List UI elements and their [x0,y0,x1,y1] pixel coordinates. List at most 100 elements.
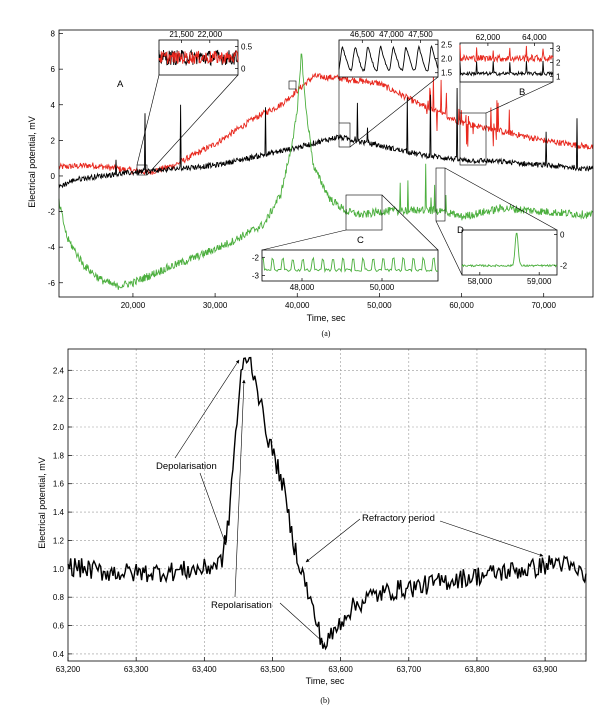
annotation-repolarisation: Repolarisation [211,600,272,611]
inset-c: 48,000 50,000 -3 -2 [252,249,439,292]
panel-b-xtick-label: 63,300 [124,665,149,674]
inset-trace [338,44,439,73]
inset-ytick-label: -3 [252,272,260,281]
panel-b-xtick-label: 63,400 [192,665,217,674]
panel-a-series-line [58,72,594,176]
marker-c: C [357,235,364,246]
zoom-box-top [338,122,351,148]
guide-line [349,76,439,148]
panel-a-ytick-label: 4 [51,101,56,110]
panel-b-series-line [67,356,587,651]
panel-a-caption: (a) [322,329,331,338]
panel-a-ytick-label: 0 [51,172,56,181]
guide-line [381,194,439,251]
inset-ytick-label: 2 [556,59,561,68]
inset-ytick-label: 0 [560,231,565,240]
panel-b-ytick-label: 1.8 [53,451,65,460]
panel-b-xtick-label: 63,700 [397,665,422,674]
panel-a-series-line [58,53,594,290]
inset-ytick-label: 0 [241,64,246,73]
panel-a-ylabel: Electrical potential, mV [27,116,37,208]
zoom-box-mid [288,80,297,90]
zoom-box-a [136,164,148,176]
panel-a-series [58,53,594,290]
panel-a-xtick-label: 50,000 [367,301,392,310]
guide-line [444,167,558,231]
zoom-guides [136,74,558,276]
panel-b-ytick-label: 1.2 [53,536,65,545]
panel-a-ytick-label: 2 [51,136,56,145]
inset-frame [461,229,558,276]
panel-b-ytick-label: 2.0 [53,423,65,432]
panel-b-xtick-label: 63,800 [465,665,490,674]
annotation-depolarisation: Depolarisation [156,461,217,472]
panel-a-axes: 20,000 30,000 40,000 50,000 60,000 70,000 -6 -4… [48,30,594,310]
inset-xtick-label: 58,000 [468,277,493,286]
arrow-depolarisation-2 [199,472,227,546]
inset-ytick-label: 3 [556,45,561,54]
inset-frame [459,42,554,83]
inset-ytick-label: 2.0 [441,55,453,64]
inset-xtick-label: 62,000 [476,33,501,42]
arrow-repolarisation-1 [234,379,246,598]
guide-line [435,220,463,276]
panel-b-caption: (b) [320,696,330,705]
panel-b-ytick-label: 1.6 [53,480,65,489]
inset-xtick-label: 21,500 [169,30,194,39]
zoom-box-c [345,194,383,231]
panel-b-xtick-label: 63,500 [260,665,285,674]
panel-b-ytick-label: 2.4 [53,366,65,375]
panel-b-plot-frame [67,348,587,662]
guide-line [146,74,239,176]
inset-trace [261,256,439,274]
panel-b-ylabel: Electrical potential, mV [37,457,47,549]
panel-a-ytick-label: 6 [51,65,56,74]
panel-a: 21,500 22,000 0 0.5 46,500 47,000 47,500 1.5 2.0… [27,30,594,338]
inset-trace [459,60,554,77]
panel-b-grid [68,349,586,661]
panel-b-ytick-label: 0.8 [53,593,65,602]
marker-a: A [117,79,124,90]
arrow-repolarisation-2 [279,602,324,643]
inset-b: 62,000 64,000 1 2 3 [459,33,561,83]
arrow-refractory-1 [305,518,361,563]
guide-line [261,229,347,251]
inset-xtick-label: 47,500 [408,30,433,39]
zoom-box-b [459,112,487,166]
inset-ytick-label: 2.5 [441,40,453,49]
panel-b-ytick-label: 0.4 [53,650,65,659]
arrow-depolarisation-1 [174,359,240,459]
panel-b-xtick-label: 63,900 [533,665,558,674]
marker-b: B [519,87,525,98]
panel-b: Depolarisation Repolarisation Refractory… [37,348,587,705]
panel-a-ytick-label: -4 [48,243,56,252]
inset-xtick-label: 59,000 [527,277,552,286]
inset-trace [158,49,239,64]
panel-a-ytick-label: -6 [48,279,56,288]
inset-top-mid: 46,500 47,000 47,500 1.5 2.0 2.5 [338,30,453,78]
inset-ytick-label: 1.5 [441,69,453,78]
inset-xtick-label: 22,000 [198,30,223,39]
panel-a-xtick-label: 30,000 [203,301,228,310]
panel-b-ytick-label: 1.0 [53,565,65,574]
inset-xtick-label: 47,000 [379,30,404,39]
zoom-box-d [435,167,446,222]
panel-a-series-line [58,87,594,189]
inset-ytick-label: -2 [560,262,568,271]
panel-b-ytick-label: 0.6 [53,622,65,631]
inset-ytick-label: 1 [556,72,561,81]
inset-trace [461,232,558,268]
guide-line [485,81,554,114]
inset-ytick-label: 0.5 [241,43,253,52]
panel-a-xtick-label: 20,000 [121,301,146,310]
inset-xtick-label: 50,000 [370,283,395,292]
panel-b-ytick-label: 1.4 [53,508,65,517]
panel-b-xtick-label: 63,200 [56,665,81,674]
inset-frame [338,39,439,78]
panel-a-ytick-label: -2 [48,208,56,217]
panel-b-axes: 63,200 63,300 63,400 63,500 63,600 63,700 63,8… [53,348,587,674]
inset-trace [459,44,554,63]
panel-a-xtick-label: 40,000 [285,301,310,310]
inset-xtick-label: 48,000 [290,283,315,292]
